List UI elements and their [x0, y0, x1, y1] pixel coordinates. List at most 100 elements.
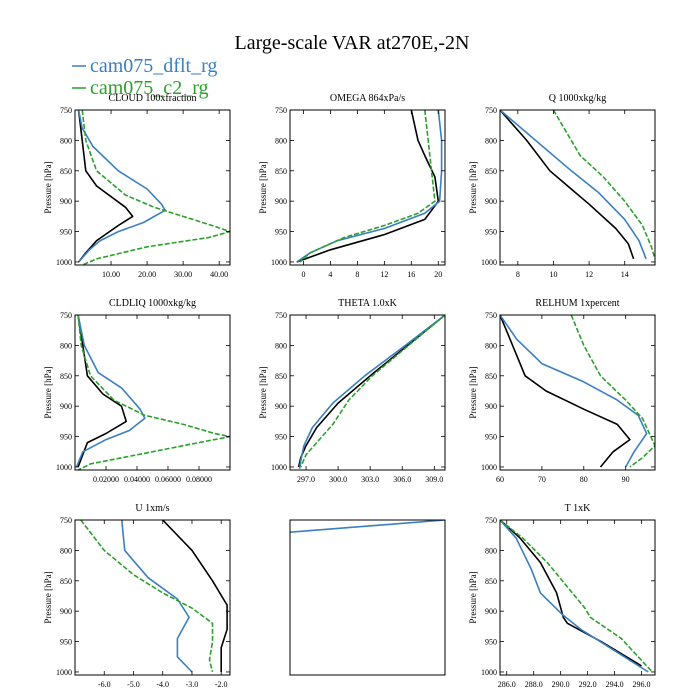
chart-panel: Q 1000xkg/kg 750 800 850 900 950 1000 8 10 12 14 Pr…	[468, 93, 656, 279]
x-tick-label: -4.0	[156, 680, 169, 689]
y-tick-label: 1000	[481, 258, 497, 267]
x-tick-label: 14	[621, 270, 629, 279]
series-line	[500, 520, 653, 673]
x-tick-label: -6.0	[98, 680, 111, 689]
y-tick-label: 750	[60, 516, 72, 525]
y-tick-label: 950	[275, 433, 287, 442]
x-tick-label: 80	[580, 475, 588, 484]
x-tick-label: 297.0	[297, 475, 315, 484]
x-tick-label: 4	[328, 270, 332, 279]
y-tick-label: 1000	[271, 463, 287, 472]
y-axis-label: Pressure [hPa]	[468, 366, 478, 418]
y-tick-label: 850	[60, 577, 72, 586]
x-tick-label: 292.0	[579, 680, 597, 689]
y-tick-label: 850	[485, 167, 497, 176]
panel-title: CLOUD 100xfraction	[108, 93, 196, 104]
y-tick-label: 950	[485, 638, 497, 647]
plot-frame	[74, 109, 231, 266]
y-tick-label: 950	[60, 638, 72, 647]
y-tick-label: 950	[60, 228, 72, 237]
plot-frame	[499, 314, 656, 471]
series-line	[500, 315, 648, 468]
plot-frame	[499, 109, 656, 266]
panel-title: U 1xm/s	[135, 503, 169, 514]
x-tick-label: 10.00	[102, 270, 120, 279]
x-tick-label: 294.0	[606, 680, 624, 689]
y-tick-label: 900	[60, 402, 72, 411]
y-tick-label: 850	[60, 372, 72, 381]
x-tick-label: 290.0	[552, 680, 570, 689]
series-line	[162, 520, 228, 672]
x-tick-label: 0	[301, 270, 305, 279]
panel-title: OMEGA 864xPa/s	[330, 93, 405, 104]
y-tick-label: 900	[275, 197, 287, 206]
y-tick-label: 900	[485, 607, 497, 616]
y-tick-label: 800	[60, 136, 72, 145]
series-line	[500, 110, 635, 260]
x-tick-label: 0.06000	[155, 475, 181, 484]
y-tick-label: 850	[275, 372, 287, 381]
chart-panel: CLOUD 100xfraction 750 800 850 900 950 1000 10.…	[43, 93, 231, 279]
plot-frame	[499, 519, 656, 676]
panel-title: CLDLIQ 1000xkg/kg	[109, 298, 196, 309]
x-tick-label: 60	[496, 475, 504, 484]
y-tick-label: 750	[275, 311, 287, 320]
x-tick-label: 8	[516, 270, 520, 279]
series-line	[297, 315, 445, 468]
y-tick-label: 900	[275, 402, 287, 411]
y-tick-label: 1000	[271, 258, 287, 267]
series-line	[299, 110, 436, 263]
x-tick-label: 90	[622, 475, 630, 484]
series-line	[500, 520, 649, 673]
y-tick-label: 950	[60, 433, 72, 442]
series-line	[121, 520, 193, 673]
x-tick-label: 16	[407, 270, 415, 279]
y-tick-label: 800	[485, 546, 497, 555]
y-tick-label: 750	[485, 516, 497, 525]
x-tick-label: 12	[380, 270, 388, 279]
y-axis-label: Pressure [hPa]	[43, 571, 53, 623]
panel-title: THETA 1.0xK	[338, 298, 397, 309]
x-tick-label: 20.00	[138, 270, 156, 279]
y-tick-label: 800	[275, 136, 287, 145]
y-tick-label: 850	[485, 372, 497, 381]
y-tick-label: 1000	[56, 258, 72, 267]
panel-title: Q 1000xkg/kg	[549, 93, 607, 104]
x-tick-label: 0.08000	[186, 475, 212, 484]
x-tick-label: 12	[585, 270, 593, 279]
x-tick-label: 306.0	[393, 475, 411, 484]
chart-panel: U 1xm/s 750 800 850 900 950 1000 -6.0 -5.0 -4.0 -3…	[43, 503, 231, 689]
series-line	[77, 110, 134, 263]
y-tick-label: 750	[485, 311, 497, 320]
x-tick-label: 0.02000	[93, 475, 119, 484]
series-line	[298, 315, 445, 469]
x-tick-label: 286.0	[498, 680, 516, 689]
series-line	[77, 110, 166, 263]
y-tick-label: 1000	[56, 463, 72, 472]
x-tick-label: 70	[538, 475, 546, 484]
y-tick-label: 950	[275, 228, 287, 237]
panel-title: T 1xK	[565, 503, 591, 514]
plot-frame	[74, 314, 231, 471]
plot-frame	[289, 109, 446, 266]
y-axis-label: Pressure [hPa]	[258, 161, 268, 213]
y-tick-label: 950	[485, 433, 497, 442]
y-tick-label: 1000	[481, 463, 497, 472]
y-axis-label: Pressure [hPa]	[43, 366, 53, 418]
x-tick-label: 20	[434, 270, 442, 279]
series-line	[500, 315, 631, 468]
series-line	[500, 520, 642, 667]
series-line	[77, 315, 230, 470]
series-line	[296, 110, 440, 263]
y-axis-label: Pressure [hPa]	[468, 161, 478, 213]
chart-panel: OMEGA 864xPa/s 750 800 850 900 950 1000 0 4 8 12 16…	[258, 93, 446, 279]
series-line	[290, 520, 445, 533]
y-tick-label: 800	[485, 136, 497, 145]
figure-title: Large-scale VAR at270E,-2N	[235, 32, 470, 54]
series-line	[80, 520, 214, 673]
x-tick-label: 10	[549, 270, 557, 279]
chart-panel: CLDLIQ 1000xkg/kg 750 800 850 900 950 1000 0.02…	[43, 298, 231, 484]
